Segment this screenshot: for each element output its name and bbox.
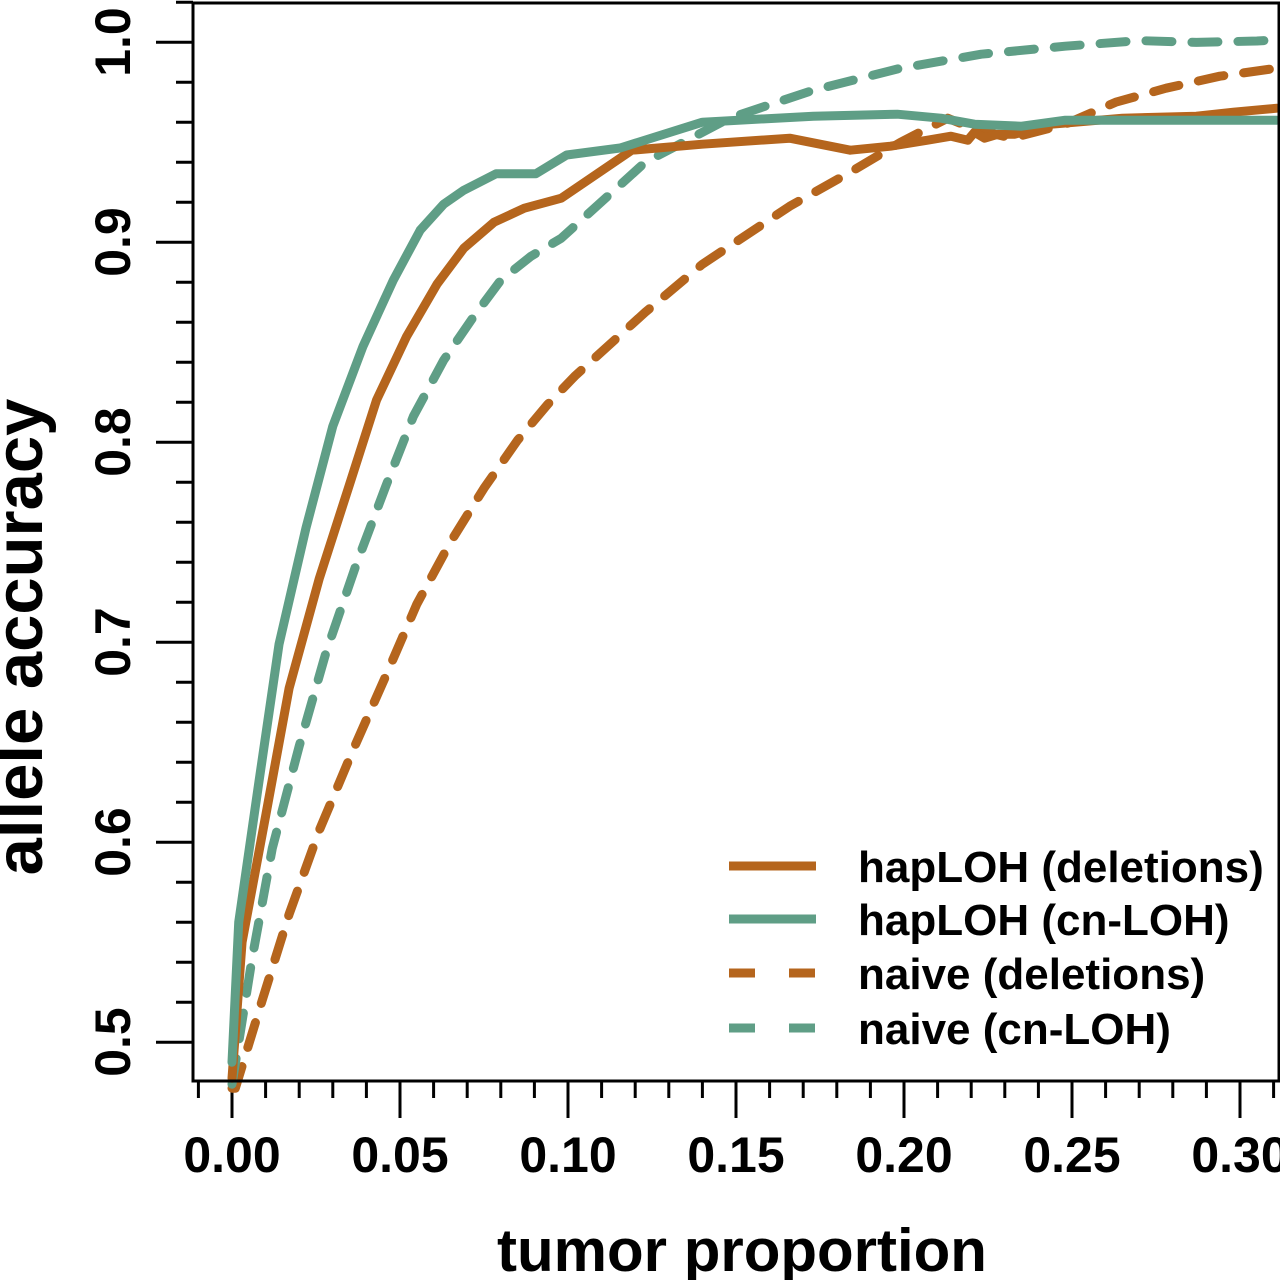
svg-text:0.9: 0.9 [85,207,141,277]
svg-text:tumor proportion: tumor proportion [497,1217,987,1280]
svg-text:naive (deletions): naive (deletions) [858,950,1205,999]
svg-text:allele accuracy: allele accuracy [0,399,57,876]
svg-text:0.5: 0.5 [85,1007,141,1077]
svg-text:0.7: 0.7 [85,607,141,677]
svg-text:hapLOH (deletions): hapLOH (deletions) [858,843,1264,892]
svg-text:0.8: 0.8 [85,407,141,477]
svg-text:0.30: 0.30 [1191,1127,1280,1183]
svg-text:0.25: 0.25 [1023,1127,1120,1183]
svg-text:0.00: 0.00 [183,1127,280,1183]
svg-text:0.15: 0.15 [687,1127,784,1183]
svg-text:0.05: 0.05 [351,1127,448,1183]
svg-text:1.0: 1.0 [85,7,141,77]
svg-text:0.10: 0.10 [519,1127,616,1183]
svg-text:naive (cn-LOH): naive (cn-LOH) [858,1005,1171,1054]
svg-text:0.20: 0.20 [855,1127,952,1183]
svg-text:hapLOH (cn-LOH): hapLOH (cn-LOH) [858,896,1230,945]
svg-text:0.6: 0.6 [85,807,141,877]
